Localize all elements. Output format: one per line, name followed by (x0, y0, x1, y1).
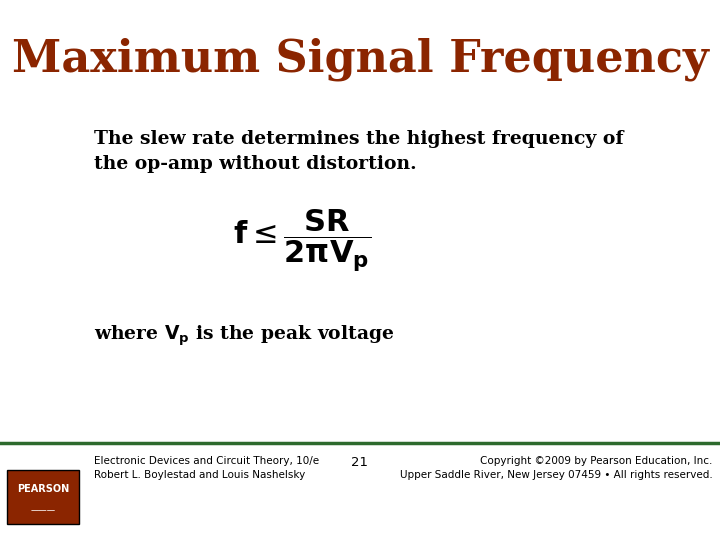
Text: Copyright ©2009 by Pearson Education, Inc.
Upper Saddle River, New Jersey 07459 : Copyright ©2009 by Pearson Education, In… (400, 456, 713, 480)
Text: $\mathbf{f} \leq \dfrac{\mathbf{SR}}{\mathbf{2\pi V_p}}$: $\mathbf{f} \leq \dfrac{\mathbf{SR}}{\ma… (233, 207, 372, 274)
Text: ———: ——— (31, 506, 55, 515)
FancyBboxPatch shape (7, 470, 79, 524)
Text: where $\mathbf{V_p}$ is the peak voltage: where $\mathbf{V_p}$ is the peak voltage (94, 324, 394, 348)
Text: Maximum Signal Frequency: Maximum Signal Frequency (12, 38, 708, 82)
Text: 21: 21 (351, 456, 369, 469)
Text: The slew rate determines the highest frequency of
the op-amp without distortion.: The slew rate determines the highest fre… (94, 130, 623, 173)
Text: PEARSON: PEARSON (17, 484, 69, 494)
Text: Electronic Devices and Circuit Theory, 10/e
Robert L. Boylestad and Louis Nashel: Electronic Devices and Circuit Theory, 1… (94, 456, 319, 480)
